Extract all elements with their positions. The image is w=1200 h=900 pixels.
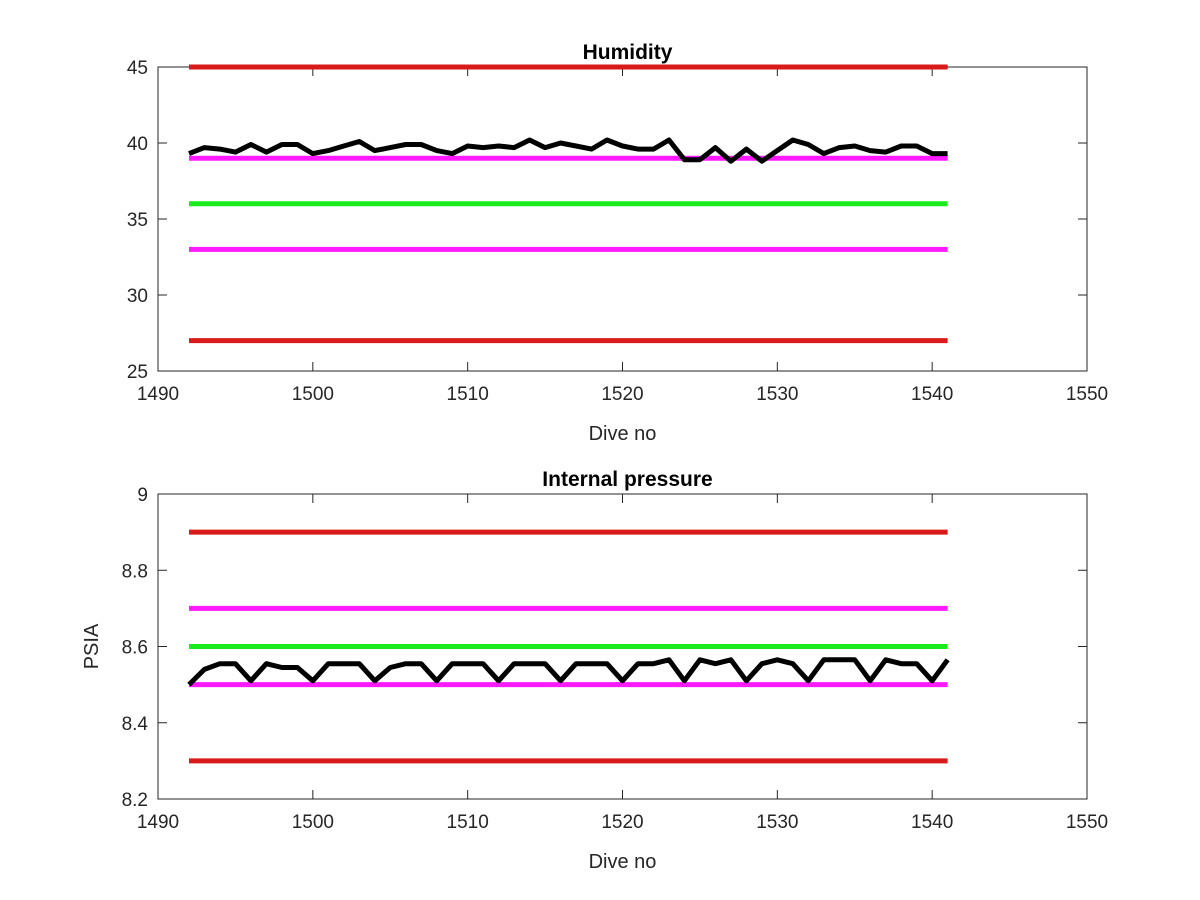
x-tick-label: 1510	[447, 384, 489, 405]
y-axis-label: PSIA	[81, 623, 103, 669]
x-tick-label: 1540	[911, 812, 953, 833]
data-series-line	[187, 657, 950, 687]
humidity-chart: 1490 1500 1510 1520 1530 1540 1550 25 30 35 40 45 Hu…	[127, 41, 1108, 445]
x-tick-label: 1520	[601, 812, 643, 833]
y-tick-label: 25	[127, 362, 148, 383]
y-tick-label: 45	[127, 58, 148, 79]
x-tick-label: 1510	[447, 812, 489, 833]
chart-title: Internal pressure	[542, 468, 712, 491]
x-tick-label: 1490	[137, 812, 179, 833]
x-tick-label: 1520	[601, 384, 643, 405]
y-tick-label: 30	[127, 286, 148, 307]
x-tick-label: 1540	[911, 384, 953, 405]
axes-box	[157, 66, 1088, 372]
y-tick-label: 9	[137, 485, 148, 506]
y-tick-label: 35	[127, 210, 148, 231]
x-axis-label: Dive no	[589, 423, 657, 445]
y-tick-label: 8.4	[122, 714, 149, 735]
y-tick-label: 8.2	[122, 790, 148, 811]
y-tick-label: 8.8	[122, 561, 148, 582]
chart-title: Humidity	[583, 41, 673, 64]
y-tick-label: 40	[127, 134, 148, 155]
internal-pressure-chart: 1490 1500 1510 1520 1530 1540 1550 8.2 8.4 8.6 8.8…	[81, 468, 1108, 873]
x-axis-label: Dive no	[589, 851, 657, 873]
x-tick-label: 1500	[292, 384, 334, 405]
x-tick-label: 1490	[137, 384, 179, 405]
y-tick-label: 8.6	[122, 638, 148, 659]
x-tick-label: 1530	[756, 384, 798, 405]
x-tick-label: 1550	[1066, 812, 1108, 833]
x-tick-label: 1550	[1066, 384, 1108, 405]
data-series-line	[188, 137, 948, 164]
x-tick-label: 1500	[292, 812, 334, 833]
x-tick-label: 1530	[756, 812, 798, 833]
